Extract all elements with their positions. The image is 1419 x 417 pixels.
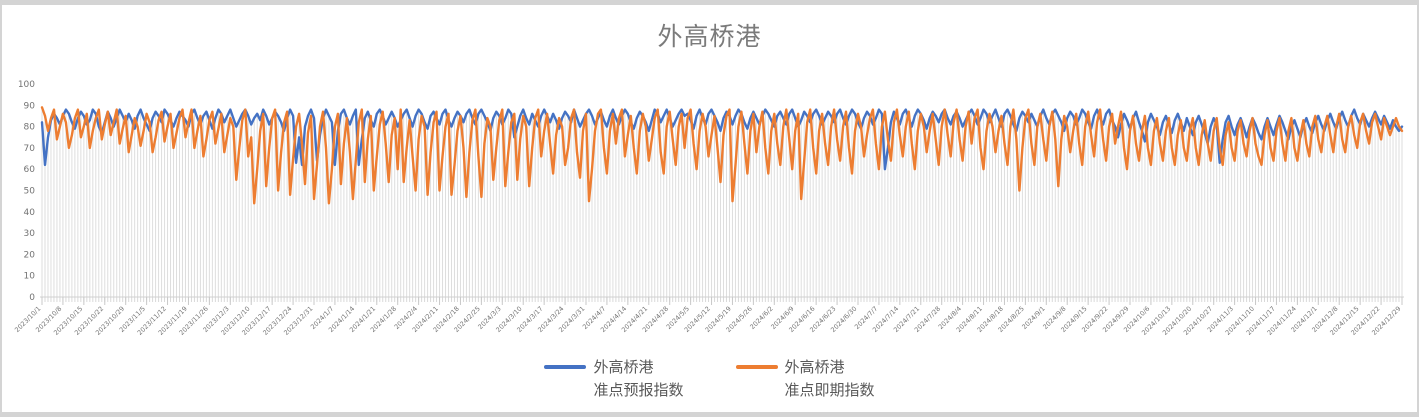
svg-text:70: 70	[24, 144, 36, 154]
legend-label-spot-index: 外高桥港 准点即期指数	[784, 357, 875, 399]
svg-text:50: 50	[24, 187, 36, 197]
svg-text:80: 80	[24, 123, 36, 133]
svg-text:100: 100	[18, 80, 35, 90]
chart-title: 外高桥港	[657, 22, 762, 51]
svg-text:0: 0	[29, 293, 35, 303]
svg-text:60: 60	[24, 165, 36, 175]
drop-lines	[41, 107, 1403, 302]
series-line-spot-index	[40, 106, 1404, 205]
chart-legend: 外高桥港 准点预报指数 外高桥港 准点即期指数	[2, 356, 1417, 403]
svg-text:10: 10	[24, 272, 36, 282]
svg-text:30: 30	[24, 229, 36, 239]
legend-line-swatch-blue	[544, 364, 587, 369]
legend-item-forecast-index: 外高桥港 准点预报指数	[544, 356, 684, 403]
legend-item-spot-index: 外高桥港 准点即期指数	[735, 356, 875, 403]
series-line-forecast-index	[40, 108, 1404, 171]
y-axis-labels: 0 10 20 30 40 50 60 70 80 90 100	[18, 80, 35, 303]
chart-plot-area: 0 10 20 30 40 50 60 70 80 90 100 2023/10/12023/10/8…	[13, 80, 1404, 337]
legend-label-forecast-index: 外高桥港 准点预报指数	[593, 357, 684, 399]
svg-text:40: 40	[24, 208, 36, 218]
legend-line-swatch-orange	[735, 364, 778, 369]
svg-text:20: 20	[24, 250, 36, 260]
x-axis-labels: 2023/10/12023/10/82023/10/152023/10/2220…	[13, 297, 1403, 337]
svg-text:90: 90	[24, 101, 36, 111]
